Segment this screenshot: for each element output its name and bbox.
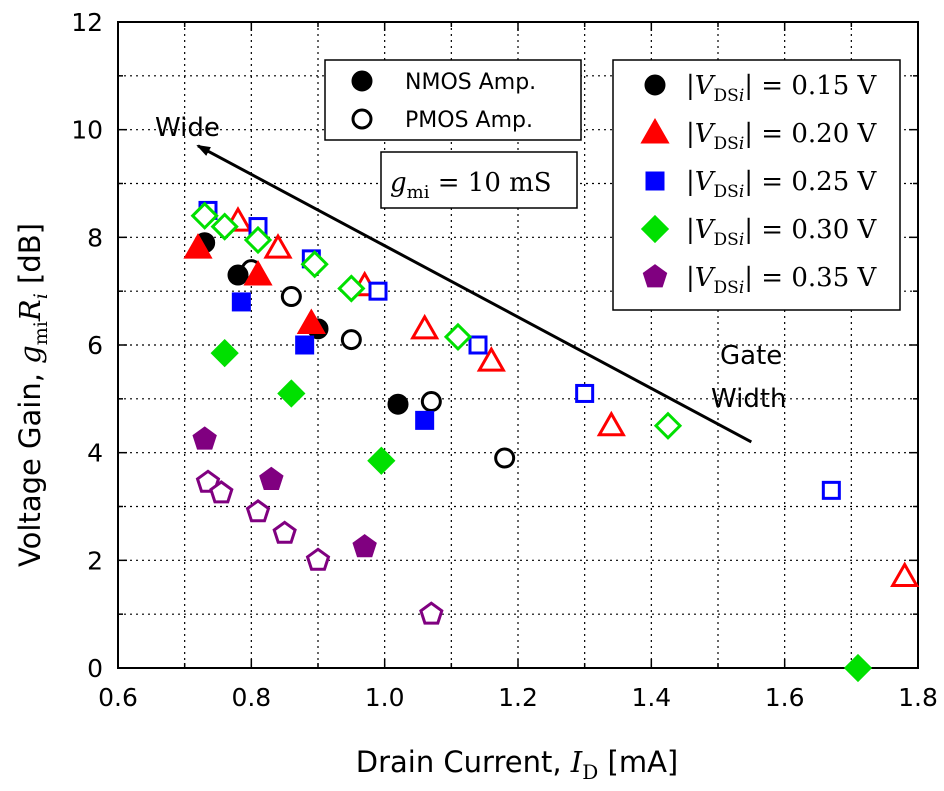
data-point-pmos — [410, 313, 440, 340]
data-point-pmos — [821, 480, 841, 500]
y-tick-label: 6 — [87, 331, 103, 360]
legend-vds: |VDSi| = 0.15 V |VDSi| = 0.20 V |VDSi| = 0… — [612, 59, 901, 311]
trend-arrow — [196, 144, 753, 444]
gm-var: g — [390, 168, 407, 198]
legend-vds-marker — [640, 117, 670, 144]
data-point-nmos — [183, 233, 213, 259]
data-point-pmos — [263, 233, 293, 259]
legend-nmos-marker — [351, 70, 373, 92]
y-tick-label: 0 — [87, 654, 103, 683]
gm-value: = 10 mS — [429, 168, 551, 198]
gm-sub: mi — [407, 182, 430, 203]
data-point-pmos — [575, 383, 595, 403]
data-point-nmos — [843, 653, 873, 683]
x-axis-label-prefix: Drain Current, — [356, 745, 571, 779]
x-axis-label-suffix: [mA] — [598, 745, 678, 779]
legend-vds-label: |VDSi| = 0.25 V — [686, 167, 878, 202]
y-axis-label-var2: R — [13, 299, 47, 322]
legend-vds-marker — [645, 171, 665, 191]
y-tick-label: 10 — [71, 116, 103, 145]
y-tick-label: 4 — [87, 439, 103, 468]
y-axis-label-var1: g — [13, 345, 47, 364]
x-tick-label: 1.2 — [498, 683, 538, 712]
legend-vds-marker — [644, 74, 666, 96]
data-point-pmos — [300, 250, 329, 279]
data-point-nmos — [243, 259, 273, 286]
legend-nmos-label: NMOS Amp. — [405, 70, 536, 95]
x-axis-label-var: I — [570, 745, 583, 779]
data-point-pmos — [209, 480, 234, 504]
data-point-pmos — [243, 225, 273, 255]
arrow-label-width: Width — [711, 384, 787, 414]
data-point-nmos — [192, 426, 217, 450]
data-point-pmos — [305, 547, 331, 571]
x-tick-labels: 0.6 0.8 1.0 1.2 1.4 1.6 1.8 — [98, 683, 938, 712]
data-point-pmos — [653, 411, 683, 440]
y-axis-label-sub2: i — [30, 293, 52, 299]
gm-annotation: gmi = 10 mS — [380, 151, 578, 209]
gm-annotation-box — [380, 151, 578, 209]
legend-vds-marker — [640, 214, 670, 244]
data-point-nmos — [367, 446, 396, 475]
legend-vds-label: |VDSi| = 0.15 V — [686, 71, 878, 106]
y-tick-label: 2 — [87, 546, 103, 575]
y-tick-labels: 0 2 4 6 8 10 12 — [71, 8, 103, 683]
data-point-pmos — [476, 346, 506, 372]
data-point-pmos — [280, 286, 302, 308]
x-tick-label: 0.8 — [231, 683, 271, 712]
legend-pmos-label: PMOS Amp. — [405, 108, 533, 133]
data-point-nmos — [387, 393, 409, 415]
data-point-pmos — [272, 520, 297, 544]
data-point-nmos — [210, 338, 239, 368]
legend-vds-label: |VDSi| = 0.20 V — [686, 119, 878, 154]
x-tick-label: 1.8 — [898, 683, 938, 712]
data-point-pmos — [368, 281, 388, 301]
data-point-nmos — [259, 466, 284, 490]
axis-ticks — [118, 22, 918, 668]
data-point-nmos — [296, 308, 326, 334]
data-point-nmos — [231, 292, 251, 312]
data-point-pmos — [340, 329, 362, 351]
data-point-nmos — [415, 410, 435, 430]
data-point-pmos — [190, 201, 219, 230]
x-tick-label: 1.0 — [365, 683, 405, 712]
y-tick-label: 8 — [87, 223, 103, 252]
x-tick-label: 1.4 — [631, 683, 671, 712]
legend-pmos-marker — [351, 108, 373, 130]
x-tick-label: 1.6 — [765, 683, 805, 712]
data-point-nmos — [295, 335, 315, 355]
data-point-pmos — [596, 410, 626, 437]
y-tick-label: 12 — [71, 8, 103, 37]
data-point-pmos — [890, 561, 920, 587]
legend-amp: NMOS Amp. PMOS Amp. — [324, 59, 582, 141]
data-point-pmos — [420, 391, 442, 413]
arrow-label-wide: Wide — [155, 113, 220, 143]
x-axis-label: Drain Current, ID [mA] — [356, 745, 679, 784]
y-axis-label-prefix: Voltage Gain, — [13, 364, 47, 567]
data-points — [183, 200, 920, 683]
data-point-pmos — [210, 212, 239, 241]
data-point-pmos — [468, 335, 488, 355]
data-point-pmos — [337, 274, 366, 303]
x-axis-label-sub: D — [582, 760, 598, 784]
y-axis-label-sub1: mi — [30, 321, 52, 345]
data-point-nmos — [227, 264, 249, 286]
legend-vds-marker — [642, 264, 668, 288]
x-tick-label: 0.6 — [98, 683, 138, 712]
data-point-pmos — [494, 447, 516, 469]
data-point-pmos — [443, 322, 473, 352]
legend-vds-label: |VDSi| = 0.30 V — [686, 215, 878, 250]
y-axis-label: Voltage Gain, gmiRi [dB] — [13, 223, 52, 567]
data-point-pmos — [419, 601, 444, 625]
y-axis-label-suffix: [dB] — [13, 223, 47, 293]
data-point-nmos — [277, 379, 306, 408]
gm-annotation-text: gmi = 10 mS — [390, 168, 552, 203]
data-point-nmos — [352, 534, 377, 558]
data-point-pmos — [245, 499, 271, 523]
arrow-label-gate: Gate — [720, 341, 782, 371]
legend-vds-label: |VDSi| = 0.35 V — [686, 263, 878, 298]
